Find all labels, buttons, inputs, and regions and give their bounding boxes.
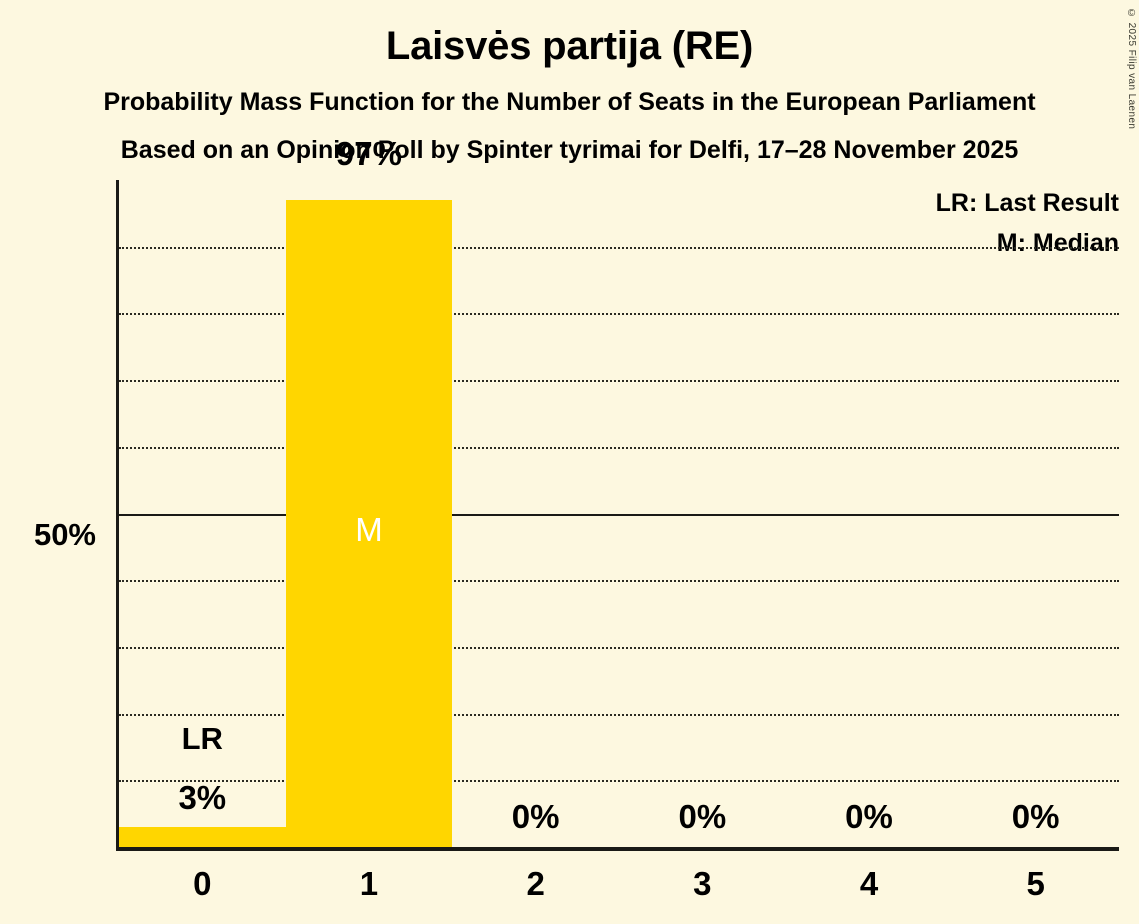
x-tick-label-1: 1 bbox=[359, 865, 379, 902]
y-tick-label-50: 50% bbox=[33, 517, 96, 552]
x-tick-label-4: 4 bbox=[859, 865, 879, 902]
x-tick-label-3: 3 bbox=[693, 865, 712, 902]
bar-seats-0[interactable] bbox=[119, 827, 286, 847]
last-result-marker: LR bbox=[181, 721, 223, 756]
bar-seats-1[interactable]: M bbox=[285, 200, 453, 847]
legend-entry-last-result: LR: Last Result bbox=[935, 189, 1119, 217]
gridline-90 bbox=[119, 246, 1119, 249]
median-marker: M bbox=[355, 511, 383, 548]
x-tick-label-2: 2 bbox=[526, 865, 545, 902]
value-label-seats-2: 0% bbox=[511, 798, 560, 835]
gridline-60 bbox=[119, 446, 1119, 449]
gridline-10 bbox=[119, 780, 1119, 783]
page-title: Laisvės partija (RE) bbox=[385, 24, 754, 68]
gridline-50-major bbox=[119, 513, 1119, 516]
gridline-30 bbox=[119, 646, 1119, 649]
x-tick-label-5: 5 bbox=[1026, 865, 1045, 902]
chart-legend: LR: Last Result M: Median bbox=[936, 183, 1119, 263]
legend-entry-median: M: Median bbox=[996, 229, 1119, 257]
x-tick-label-0: 0 bbox=[193, 865, 212, 902]
value-label-seats-1: 97% bbox=[335, 135, 402, 172]
value-label-seats-0: 3% bbox=[178, 779, 227, 816]
value-label-seats-4: 0% bbox=[845, 798, 893, 835]
gridline-40 bbox=[119, 580, 1119, 583]
chart-subtitle-source: Based on an Opinion Poll by Spinter tyri… bbox=[120, 136, 1019, 164]
value-label-seats-5: 0% bbox=[1011, 798, 1060, 835]
plot-area: M LR 3% 97% 0% 0% 0% 0% 0 1 2 3 4 5 bbox=[116, 135, 1119, 902]
value-label-seats-3: 0% bbox=[678, 798, 727, 835]
gridline-80 bbox=[119, 313, 1119, 316]
y-axis-line bbox=[116, 180, 119, 850]
copyright-notice: © 2025 Filip van Laenen bbox=[1126, 8, 1137, 130]
gridline-70 bbox=[119, 380, 1119, 383]
x-axis-line bbox=[116, 847, 1119, 851]
chart-subtitle-primary: Probability Mass Function for the Number… bbox=[103, 88, 1036, 116]
gridline-20 bbox=[119, 713, 1119, 716]
